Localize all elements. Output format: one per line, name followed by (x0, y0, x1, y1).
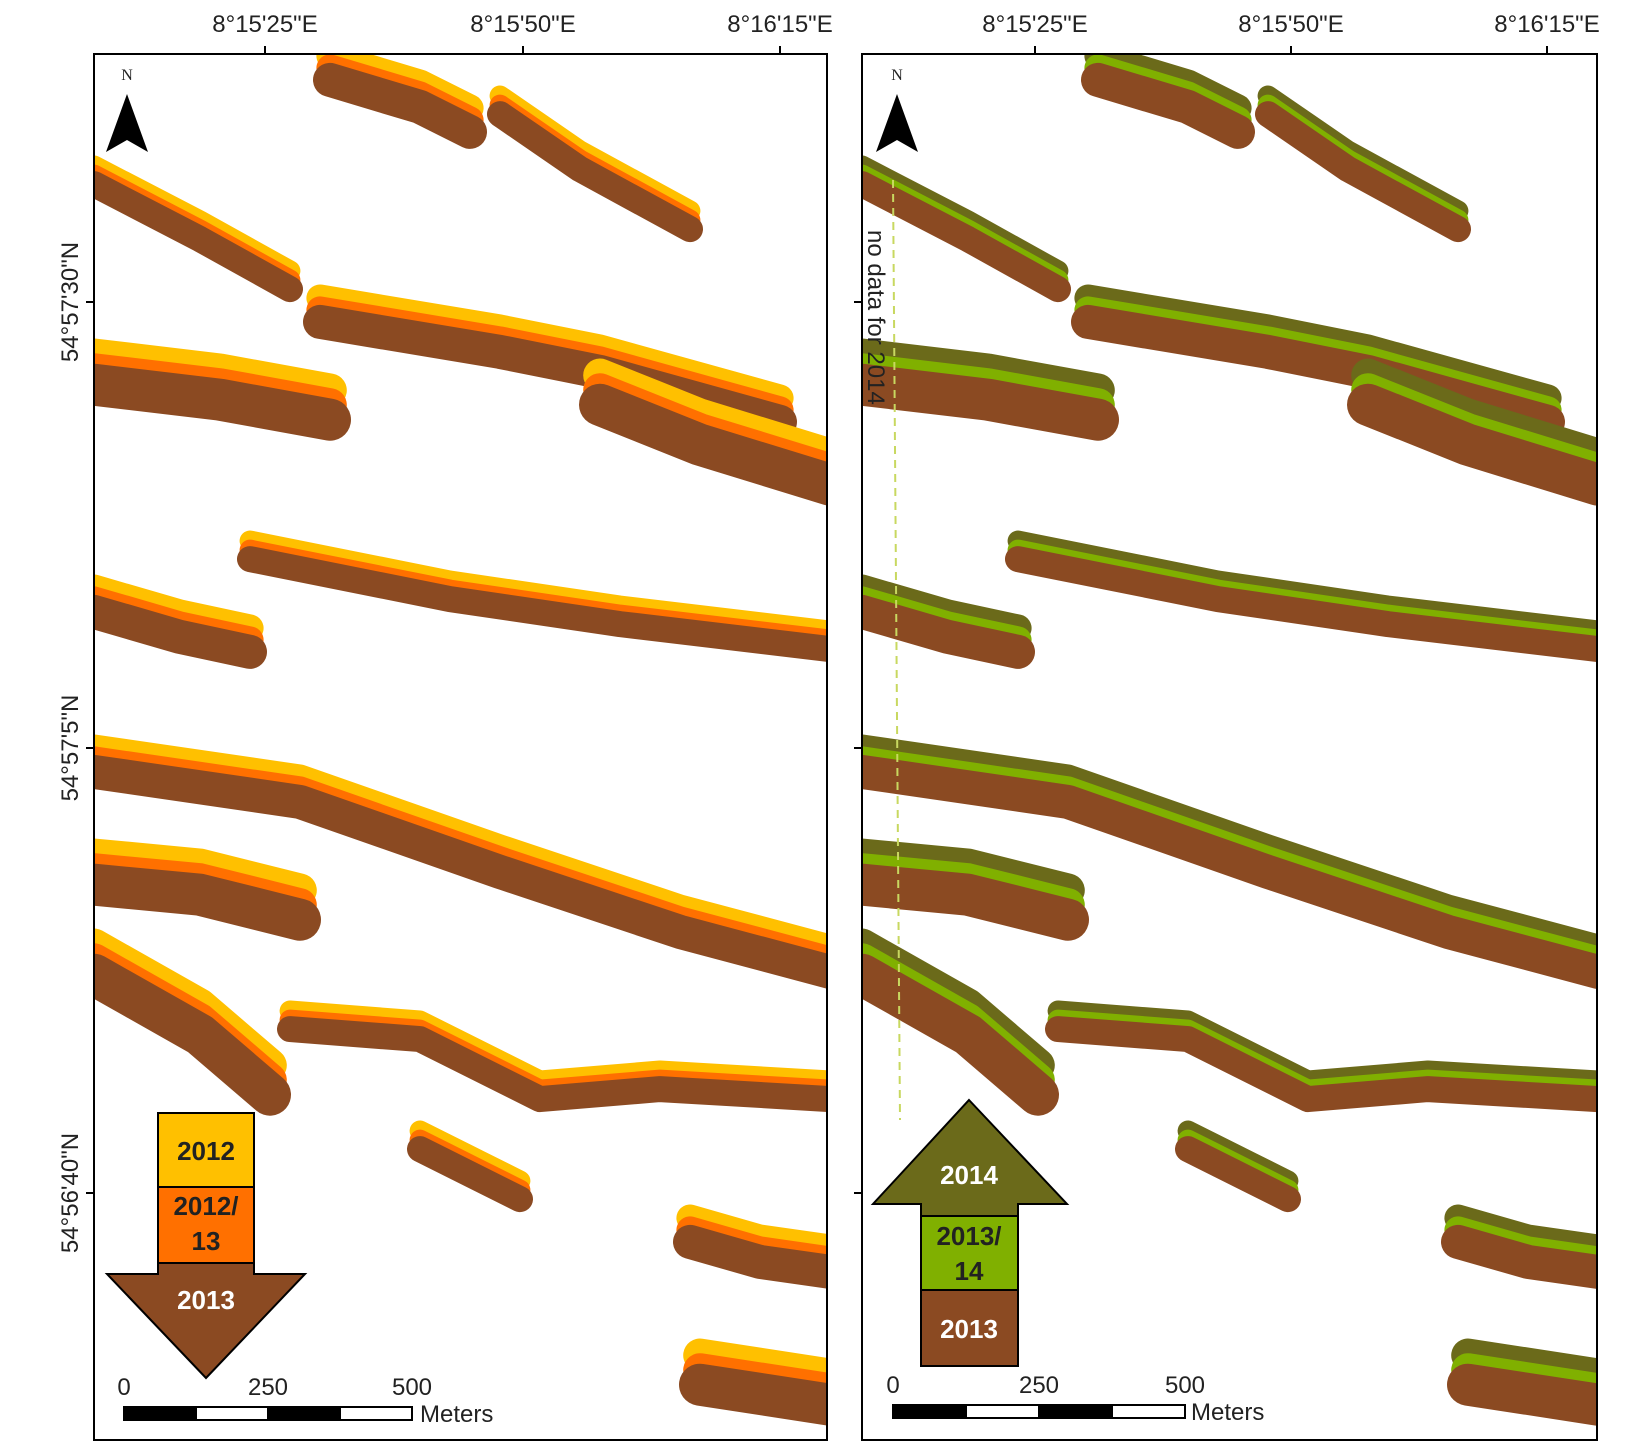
shoal (290, 1029, 830, 1099)
scale-unit: Meters (420, 1401, 493, 1428)
north-label: N (121, 67, 133, 84)
legend-label: 13 (192, 1226, 221, 1256)
shoal (94, 184, 290, 289)
lat-label: 54°56'40"N (57, 1133, 84, 1253)
shoal (1468, 1385, 1598, 1405)
shoal (1058, 1029, 1598, 1099)
no-data-annotation: no data for 2014 (862, 230, 889, 405)
shoal (862, 184, 1058, 289)
lon-label: 8°15'25"E (982, 11, 1087, 38)
legend-label: 2013 (177, 1285, 235, 1315)
shoal (1018, 559, 1598, 649)
shoal (250, 559, 830, 649)
map-figure: 8°15'25"E 8°15'50"E 8°16'15"E 54°57'30"N… (0, 0, 1635, 1446)
scale-label: 250 (248, 1374, 288, 1401)
scale-label: 500 (392, 1374, 432, 1401)
legend-label: 14 (955, 1256, 984, 1286)
legend-label: 2013/ (936, 1221, 1001, 1251)
shoal (500, 114, 690, 229)
lat-label: 54°57'30"N (57, 242, 84, 362)
shoal (1268, 114, 1458, 229)
shoal (700, 1385, 830, 1405)
scale-label: 250 (1019, 1372, 1059, 1399)
legend-label: 2012 (177, 1136, 235, 1166)
legend-label: 2012/ (173, 1191, 238, 1221)
lon-label: 8°16'15"E (1494, 11, 1599, 38)
scale-unit: Meters (1191, 1399, 1264, 1426)
north-arrow (876, 94, 918, 152)
lon-label: 8°15'50"E (1238, 11, 1343, 38)
scale-label: 0 (886, 1372, 899, 1399)
lon-label: 8°15'25"E (212, 11, 317, 38)
scale-label: 500 (1165, 1372, 1205, 1399)
scale-bar (124, 1405, 1185, 1420)
legend-label: 2013 (940, 1314, 998, 1344)
north-label: N (891, 67, 903, 84)
lat-label: 54°57'5"N (57, 695, 84, 802)
legend-label: 2014 (940, 1160, 998, 1190)
north-arrow (106, 94, 148, 152)
scale-label: 0 (117, 1374, 130, 1401)
lon-label: 8°15'50"E (470, 11, 575, 38)
lon-label: 8°16'15"E (727, 11, 832, 38)
